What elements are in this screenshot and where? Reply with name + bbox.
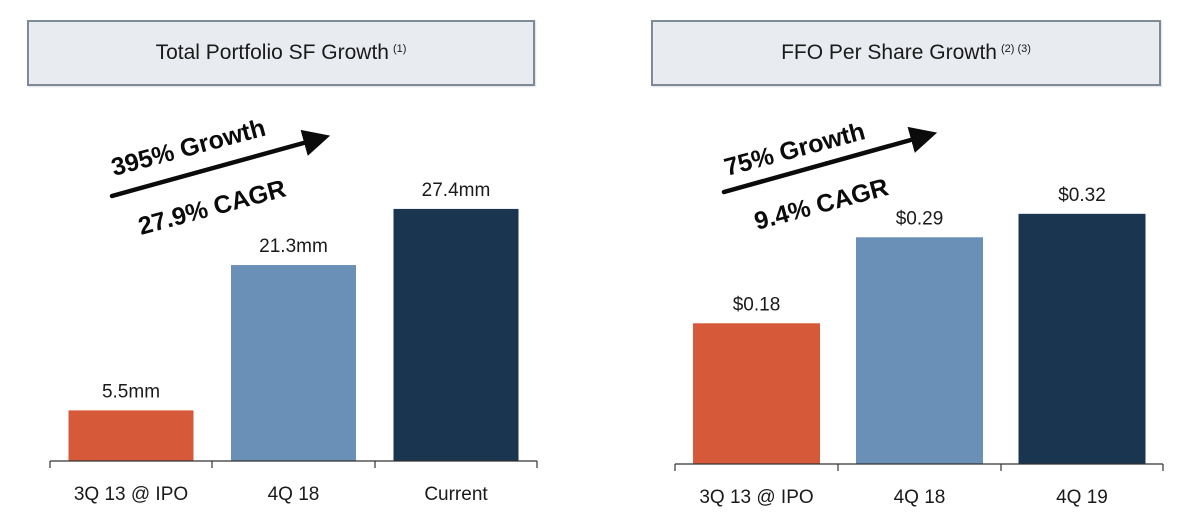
chart-title-box-ffo: FFO Per Share Growth (2) (3) — [651, 20, 1161, 86]
x-tick-label: 3Q 13 @ IPO — [699, 487, 813, 508]
x-tick-label: Current — [424, 484, 488, 505]
chart-title-footnote: (1) — [392, 43, 407, 55]
growth-annotation: 395% Growth — [108, 114, 268, 182]
x-tick-label: 4Q 18 — [268, 484, 320, 505]
chart-title: FFO Per Share Growth — [781, 41, 997, 64]
x-tick-label: 3Q 13 @ IPO — [74, 484, 188, 505]
bar-4q-18 — [231, 265, 356, 461]
x-tick-label: 4Q 19 — [1056, 487, 1108, 508]
bar-value-label: 21.3mm — [259, 236, 328, 257]
growth-arrow-icon — [109, 129, 331, 199]
bar-value-label: $0.32 — [1058, 185, 1106, 206]
bar-value-label: $0.18 — [733, 294, 781, 315]
bar-4q-19 — [1018, 213, 1146, 464]
bar-value-label: $0.29 — [896, 208, 944, 229]
bar-3q-13-ipo — [68, 410, 194, 461]
cagr-annotation: 9.4% CAGR — [751, 173, 891, 236]
chart-title: Total Portfolio SF Growth — [155, 41, 389, 64]
chart-title-box-portfolio: Total Portfolio SF Growth (1) — [27, 20, 535, 86]
chart-portfolio-sf: 5.5mm 21.3mm 27.4mm 3Q 13 @ IPO 4Q 18 Current… — [49, 114, 538, 505]
chart-title-footnote: (2) (3) — [1000, 43, 1031, 55]
bar-value-label: 27.4mm — [422, 180, 491, 201]
x-tick-label: 4Q 18 — [894, 487, 946, 508]
bar-4q-18 — [856, 237, 983, 464]
growth-arrow-icon — [721, 126, 938, 195]
bar-3q-13-ipo — [693, 323, 820, 464]
bar-value-label: 5.5mm — [102, 381, 160, 402]
bar-current — [393, 208, 519, 461]
